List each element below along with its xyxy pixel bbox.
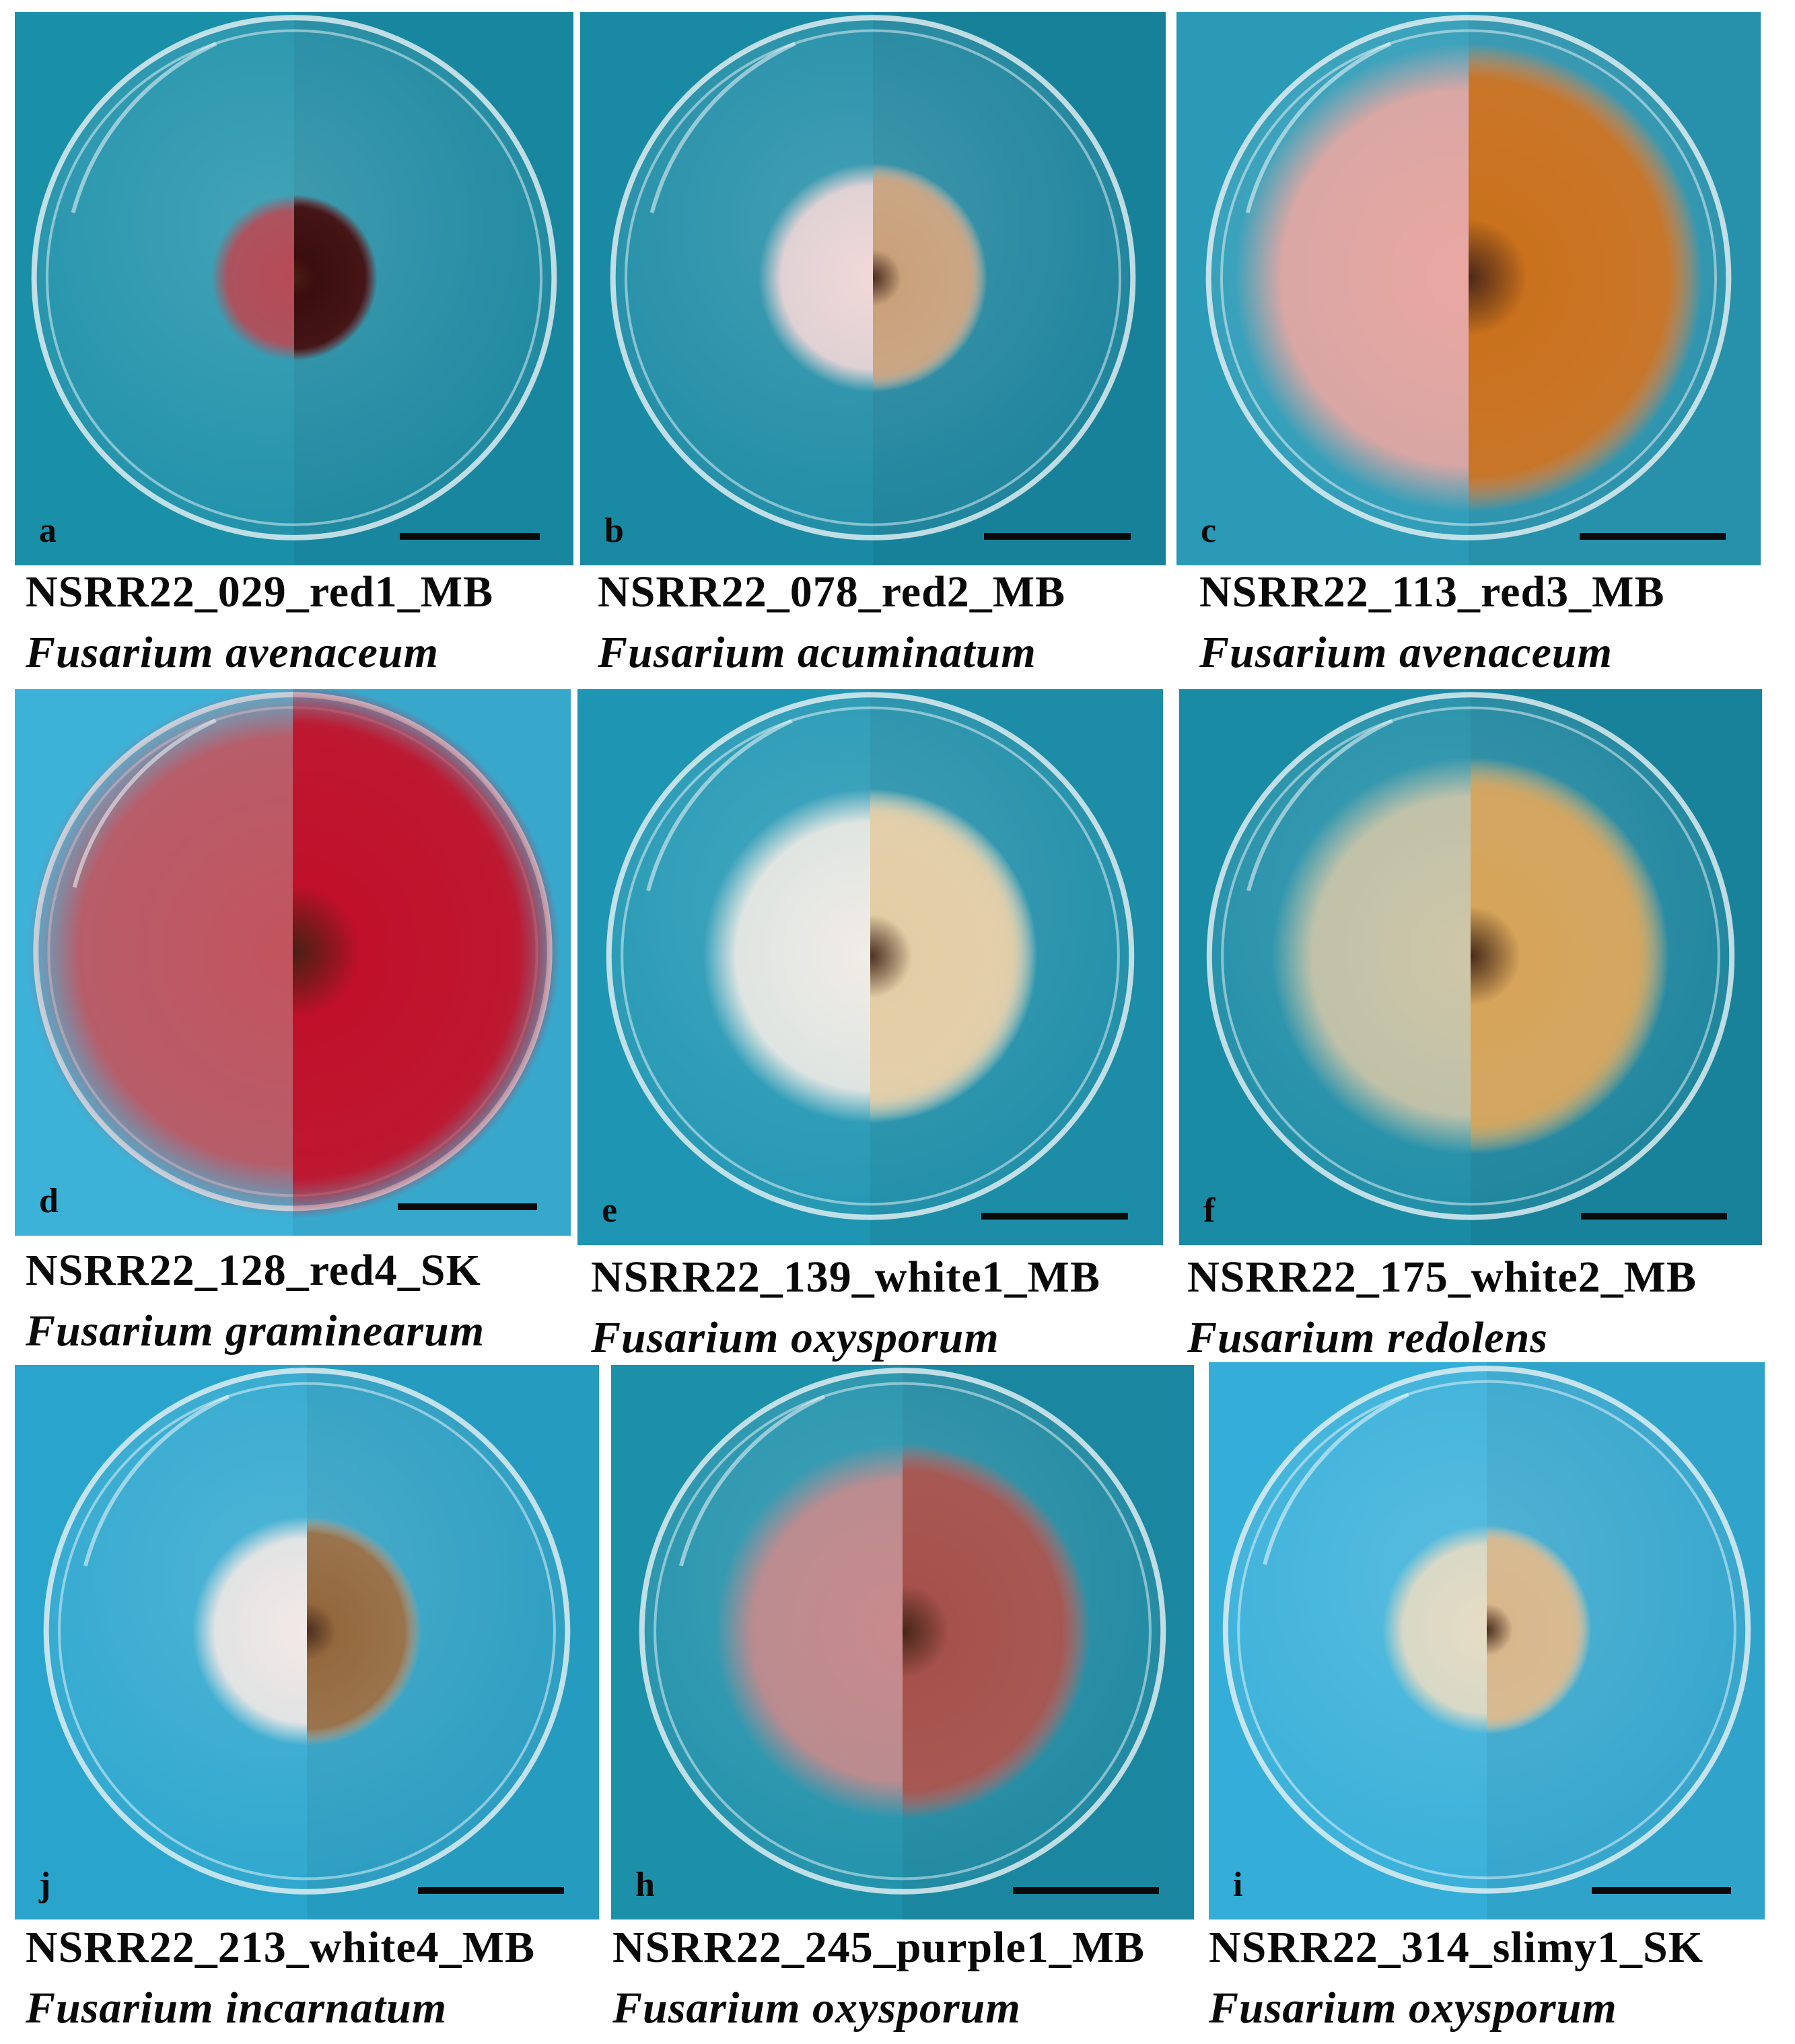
scale-bar xyxy=(1581,1213,1727,1220)
isolate-label-i: NSRR22_314_slimy1_SK xyxy=(1209,1923,1704,1972)
plate-photo-j: j xyxy=(15,1365,599,1919)
isolate-label-c: NSRR22_113_red3_MB xyxy=(1199,567,1665,616)
petri-dish-image xyxy=(1176,12,1761,565)
isolate-label-j: NSRR22_213_white4_MB xyxy=(26,1923,535,1972)
petri-dish-image xyxy=(1179,689,1762,1245)
plate-photo-b: b xyxy=(580,12,1166,565)
petri-dish-image xyxy=(15,1365,599,1919)
isolate-label-d: NSRR22_128_red4_SK xyxy=(26,1246,481,1295)
species-label-i: Fusarium oxysporum xyxy=(1209,1983,1617,2033)
panel-letter: f xyxy=(1203,1191,1216,1230)
plate-photo-d: d xyxy=(15,689,571,1236)
scale-bar xyxy=(984,533,1131,540)
species-label-b: Fusarium acuminatum xyxy=(598,628,1036,677)
species-label-e: Fusarium oxysporum xyxy=(591,1313,999,1362)
isolate-label-b: NSRR22_078_red2_MB xyxy=(598,567,1066,616)
panel-letter: i xyxy=(1233,1866,1243,1904)
panel-letter: c xyxy=(1201,512,1217,550)
plate-photo-c: c xyxy=(1176,12,1761,565)
species-label-f: Fusarium redolens xyxy=(1187,1313,1548,1362)
petri-dish-image xyxy=(577,689,1163,1245)
species-label-j: Fusarium incarnatum xyxy=(26,1983,448,2033)
scale-bar xyxy=(418,1887,564,1894)
petri-dish-image xyxy=(15,12,573,565)
petri-dish-image xyxy=(580,12,1166,565)
isolate-label-h: NSRR22_245_purple1_MB xyxy=(612,1923,1146,1972)
plate-photo-f: f xyxy=(1179,689,1762,1245)
scale-bar xyxy=(1592,1887,1731,1894)
species-label-c: Fusarium avenaceum xyxy=(1199,628,1613,677)
panel-letter: h xyxy=(635,1866,655,1904)
plate-photo-a: a xyxy=(15,12,573,565)
panel-letter: d xyxy=(39,1182,59,1220)
panel-letter: j xyxy=(39,1866,51,1904)
scale-bar xyxy=(981,1213,1128,1220)
species-label-h: Fusarium oxysporum xyxy=(612,1983,1021,2033)
panel-letter: e xyxy=(602,1191,618,1230)
plate-photo-e: e xyxy=(577,689,1163,1245)
species-label-a: Fusarium avenaceum xyxy=(26,628,439,677)
petri-dish-image xyxy=(1209,1362,1765,1919)
isolate-label-f: NSRR22_175_white2_MB xyxy=(1187,1253,1697,1302)
plate-photo-h: h xyxy=(611,1365,1194,1919)
scale-bar xyxy=(1580,533,1726,540)
species-label-d: Fusarium graminearum xyxy=(26,1306,485,1355)
plate-photo-i: i xyxy=(1209,1362,1765,1919)
scale-bar xyxy=(1013,1887,1159,1894)
petri-dish-image xyxy=(15,689,571,1236)
isolate-label-a: NSRR22_029_red1_MB xyxy=(26,567,494,616)
petri-dish-image xyxy=(611,1365,1194,1919)
scale-bar xyxy=(398,1203,537,1210)
panel-letter: b xyxy=(604,512,624,550)
isolate-label-e: NSRR22_139_white1_MB xyxy=(591,1253,1100,1302)
panel-letter: a xyxy=(39,512,57,550)
scale-bar xyxy=(400,533,540,540)
